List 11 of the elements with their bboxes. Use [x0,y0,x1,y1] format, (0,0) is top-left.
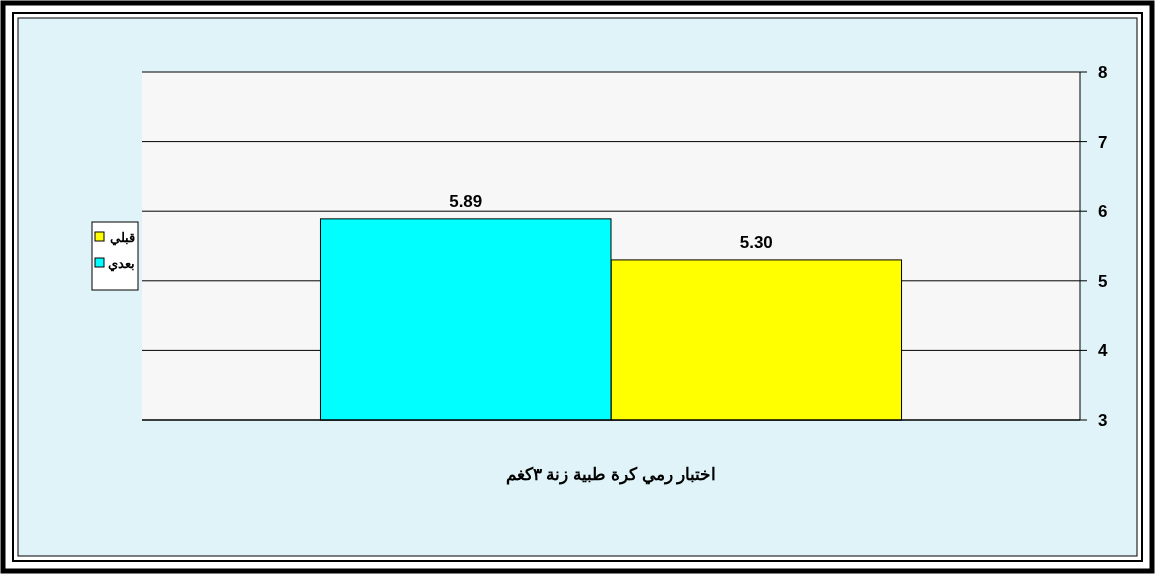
y-tick-label: 3 [1098,410,1108,430]
legend-label: بعدي [108,255,135,272]
y-tick-label: 4 [1098,341,1108,361]
data-label: 5.89 [449,191,483,211]
legend-label: قبلي [110,229,135,246]
y-tick-label: 8 [1098,62,1108,82]
y-tick-label: 5 [1098,271,1108,291]
x-axis-title: اختبار رمي كرة طبية زنة ٣كغم [505,465,717,485]
y-tick-label: 7 [1098,132,1108,152]
y-tick-label: 6 [1098,202,1108,222]
data-label: 5.30 [739,232,773,252]
